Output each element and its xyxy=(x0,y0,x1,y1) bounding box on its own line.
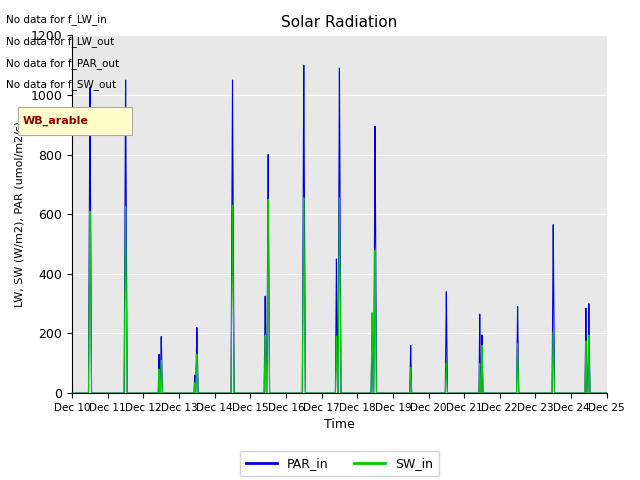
Text: WB_arable: WB_arable xyxy=(22,116,88,126)
Y-axis label: LW, SW (W/m2), PAR (umol/m2/s): LW, SW (W/m2), PAR (umol/m2/s) xyxy=(15,121,25,307)
Title: Solar Radiation: Solar Radiation xyxy=(282,15,397,30)
Legend: PAR_in, SW_in: PAR_in, SW_in xyxy=(239,451,439,476)
Text: No data for f_LW_in: No data for f_LW_in xyxy=(6,14,107,25)
X-axis label: Time: Time xyxy=(324,419,355,432)
Text: No data for f_LW_out: No data for f_LW_out xyxy=(6,36,115,47)
Text: No data for f_PAR_out: No data for f_PAR_out xyxy=(6,58,120,69)
Text: No data for f_SW_out: No data for f_SW_out xyxy=(6,79,116,90)
